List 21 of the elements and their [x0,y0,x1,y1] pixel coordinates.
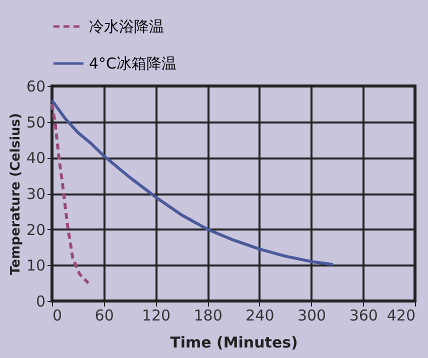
x-tick-label: 180 [194,306,222,324]
y-tick-label: 60 [26,78,46,96]
x-tick-label: 300 [297,306,326,324]
x-tick-label: 60 [94,306,114,324]
y-tick-label: 20 [26,220,46,239]
line-series [50,98,334,266]
x-tick-label: 240 [246,306,274,324]
x-axis-title: Time (Minutes) [170,334,298,352]
y-tick-label: 10 [26,256,46,275]
x-tick-label: 420 [386,306,416,324]
x-tick-label: 0 [52,306,62,324]
y-tick-label: 40 [26,149,46,168]
y-tick-label: 50 [26,113,46,132]
y-tick-label: 0 [36,292,46,310]
x-tick-label: 120 [142,306,171,324]
x-tick-label: 360 [349,306,378,324]
y-axis-title: Temperature (Celsius) [8,113,24,275]
legend-label: 冷水浴降温 [89,18,164,36]
y-tick-label: 30 [26,185,46,203]
legend-label: 4°C冰箱降温 [89,54,177,72]
line-series [50,102,90,285]
